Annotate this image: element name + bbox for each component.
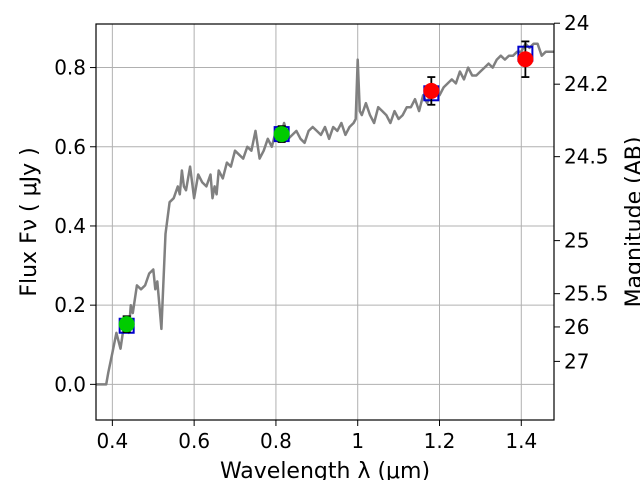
y-tick-label: 0.6: [54, 135, 86, 159]
right-y-tick-label: 27: [564, 349, 589, 373]
right-y-tick-label: 24.5: [564, 145, 609, 169]
y-axis-label: Flux Fν ( μJy ): [17, 147, 42, 296]
x-tick-label: 0.6: [178, 429, 210, 453]
observed-points: [118, 40, 534, 333]
grid: [96, 24, 554, 420]
axis-ticks: 0.4 0.6 0.8 1 1.2 1.4 0.0 0.2 0.4 0.6 0.8 24 24.2 24.…: [54, 11, 608, 453]
observed-flux-point: [517, 51, 534, 68]
right-y-tick-label: 24: [564, 11, 589, 35]
y-tick-label: 0.4: [54, 214, 86, 238]
right-y-tick-label: 25.5: [564, 282, 609, 306]
x-tick-label: 1: [351, 429, 364, 453]
model-spectrum: [96, 42, 554, 386]
right-y-axis-label: Magnitude (AB): [622, 137, 640, 308]
model-photometry: [118, 45, 534, 334]
y-tick-label: 0.0: [54, 372, 86, 396]
x-tick-label: 0.8: [260, 429, 292, 453]
x-tick-label: 1.2: [424, 429, 456, 453]
observed-flux-point: [118, 316, 135, 333]
right-y-tick-label: 26: [564, 315, 589, 339]
y-tick-label: 0.2: [54, 293, 86, 317]
x-tick-label: 1.4: [505, 429, 537, 453]
plot-frame: [95, 23, 555, 421]
plot-border: [95, 23, 555, 421]
x-axis-label: Wavelength λ (μm): [220, 459, 430, 480]
right-y-tick-label: 25: [564, 229, 589, 253]
spectrum-line: [96, 42, 554, 386]
x-tick-label: 0.4: [96, 429, 128, 453]
y-tick-label: 0.8: [54, 56, 86, 80]
observed-flux-point: [273, 126, 290, 143]
observed-flux-point: [423, 82, 440, 99]
right-y-tick-label: 24.2: [564, 72, 609, 96]
